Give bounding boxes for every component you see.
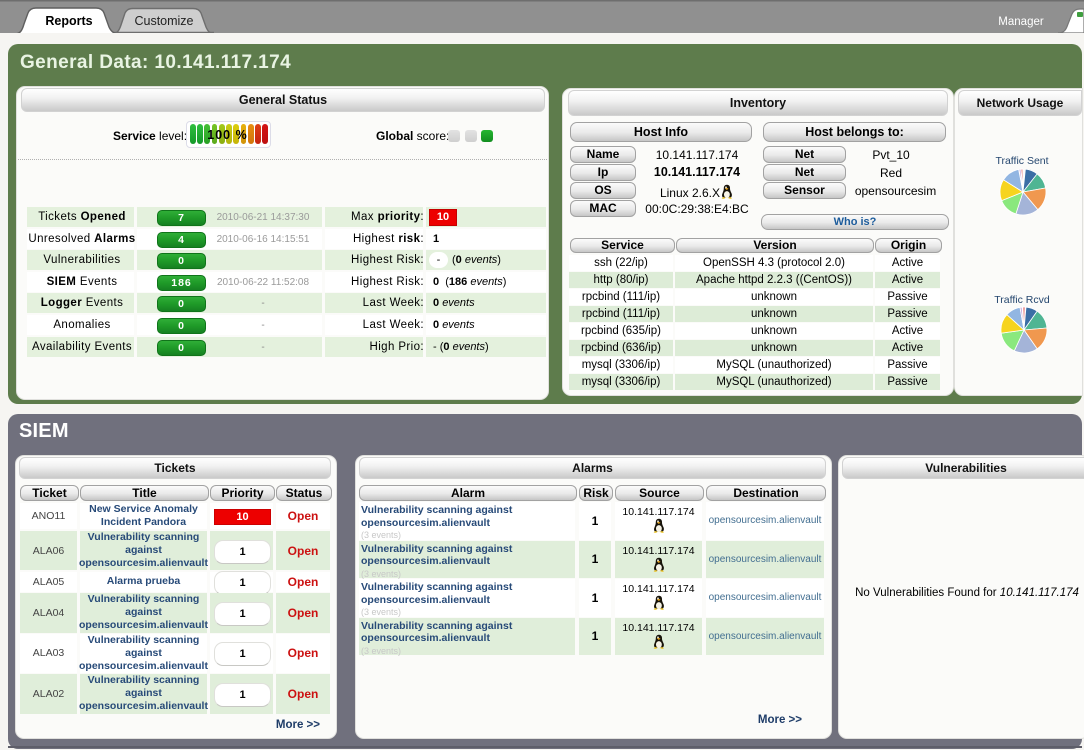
svg-text:Manager: Manager [998,16,1044,28]
svg-text:Reports: Reports [45,14,92,28]
svg-text:Customize: Customize [134,14,193,28]
